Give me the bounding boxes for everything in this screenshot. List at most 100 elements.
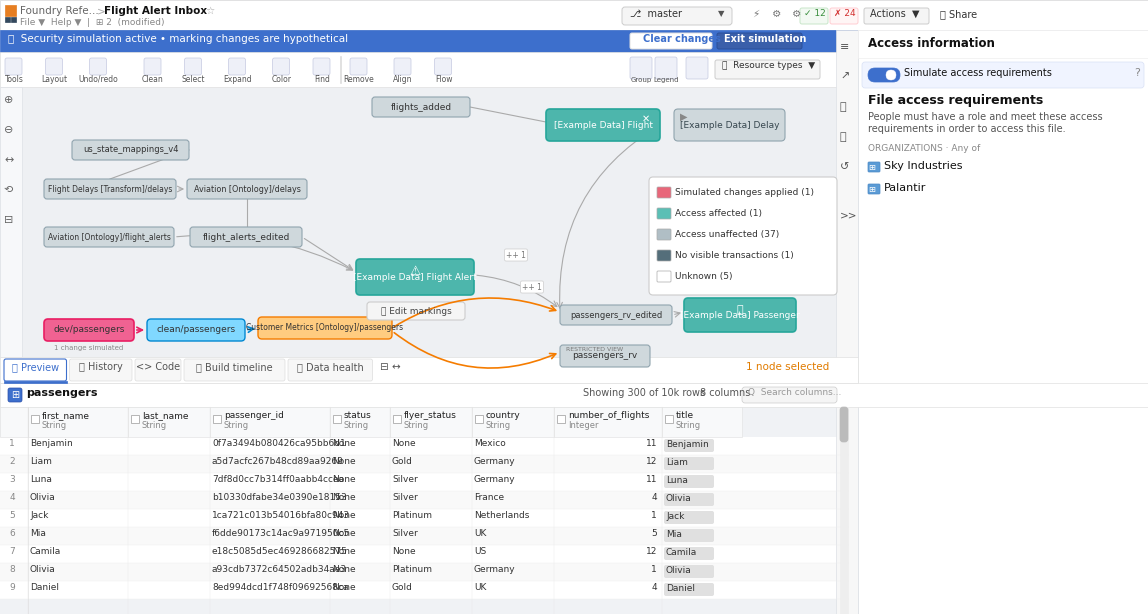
Bar	[0, 87, 22, 357]
Text: String: String	[42, 421, 67, 430]
Text: Germany: Germany	[474, 475, 515, 484]
Text: ⚙: ⚙	[792, 9, 801, 19]
Text: 6: 6	[9, 529, 15, 538]
FancyBboxPatch shape	[664, 565, 714, 578]
Text: File ▼  Help ▼  |  ⊞ 2  (modified): File ▼ Help ▼ | ⊞ 2 (modified)	[20, 18, 164, 27]
Bar	[11, 17, 16, 22]
FancyBboxPatch shape	[664, 457, 714, 470]
Text: France: France	[474, 493, 504, 502]
Text: Aviation [Ontology]/delays: Aviation [Ontology]/delays	[194, 184, 301, 193]
Text: passenger_id: passenger_id	[224, 411, 284, 420]
Text: String: String	[676, 421, 701, 430]
Text: ⚙: ⚙	[771, 9, 782, 19]
Text: 8ed994dcd1f748f09692568ca: 8ed994dcd1f748f09692568ca	[212, 583, 349, 592]
Bar	[662, 407, 742, 437]
Text: Luna: Luna	[666, 476, 688, 485]
Text: 1: 1	[9, 439, 15, 448]
Text: String: String	[142, 421, 168, 430]
FancyBboxPatch shape	[800, 8, 828, 24]
Bar	[329, 407, 390, 437]
Text: None: None	[332, 511, 356, 520]
FancyBboxPatch shape	[44, 179, 176, 199]
Bar	[858, 30, 1148, 58]
Text: [Example Data] Flight: [Example Data] Flight	[553, 120, 652, 130]
Text: ++ 1: ++ 1	[506, 251, 526, 260]
Text: Silver: Silver	[391, 475, 418, 484]
Text: Foundry Refe...: Foundry Refe...	[20, 6, 99, 16]
FancyBboxPatch shape	[664, 583, 714, 596]
Text: None: None	[391, 439, 416, 448]
Bar	[214, 415, 222, 423]
Text: status: status	[344, 411, 372, 420]
Text: None: None	[332, 529, 356, 538]
Text: ⊟ ↔: ⊟ ↔	[380, 362, 402, 372]
FancyBboxPatch shape	[656, 57, 677, 79]
FancyBboxPatch shape	[288, 359, 372, 381]
Text: Luna: Luna	[30, 475, 52, 484]
Bar	[840, 407, 848, 614]
Text: UK: UK	[474, 529, 487, 538]
FancyBboxPatch shape	[886, 70, 895, 80]
Text: ✓ 12: ✓ 12	[804, 9, 825, 18]
FancyBboxPatch shape	[664, 547, 714, 560]
Text: Simulated changes applied (1): Simulated changes applied (1)	[675, 188, 814, 197]
FancyBboxPatch shape	[664, 475, 714, 488]
Text: a93cdb7372c64502adb34ae3: a93cdb7372c64502adb34ae3	[212, 565, 347, 574]
FancyBboxPatch shape	[350, 58, 367, 75]
Bar	[390, 407, 472, 437]
Text: ⊟: ⊟	[3, 215, 14, 225]
Bar	[0, 383, 1148, 407]
Text: 5: 5	[9, 511, 15, 520]
Text: 9: 9	[9, 583, 15, 592]
FancyBboxPatch shape	[372, 97, 470, 117]
Text: Liam: Liam	[666, 458, 688, 467]
Text: f6dde90173c14ac9a971950c5: f6dde90173c14ac9a971950c5	[212, 529, 350, 538]
Text: People must have a role and meet these access: People must have a role and meet these a…	[868, 112, 1102, 122]
Text: ↗: ↗	[840, 72, 850, 82]
Text: us_state_mappings_v4: us_state_mappings_v4	[83, 146, 178, 155]
FancyBboxPatch shape	[44, 227, 174, 247]
Text: Actions  ▼: Actions ▼	[870, 9, 920, 19]
Bar	[0, 527, 848, 545]
Bar	[393, 415, 401, 423]
Text: clean/passengers: clean/passengers	[156, 325, 235, 335]
Text: Showing 300 of 10k rows: Showing 300 of 10k rows	[583, 388, 705, 398]
Text: ⚠: ⚠	[410, 265, 420, 278]
Text: 🗂  Resource types  ▼: 🗂 Resource types ▼	[722, 61, 815, 70]
FancyBboxPatch shape	[742, 387, 837, 403]
Text: ++ 1: ++ 1	[522, 282, 542, 292]
FancyBboxPatch shape	[44, 319, 134, 341]
Text: Simulate access requirements: Simulate access requirements	[903, 68, 1052, 78]
Bar	[472, 407, 554, 437]
Text: 1 node selected: 1 node selected	[746, 362, 829, 372]
Text: Sky Industries: Sky Industries	[884, 161, 962, 171]
Bar	[665, 415, 673, 423]
Text: Platinum: Platinum	[391, 565, 432, 574]
Text: flyer_status: flyer_status	[404, 411, 457, 420]
Text: <> Code: <> Code	[135, 362, 180, 372]
Text: 👤 Share: 👤 Share	[940, 9, 977, 19]
Text: Expand: Expand	[223, 75, 251, 84]
Bar	[0, 581, 848, 599]
FancyBboxPatch shape	[546, 109, 660, 141]
Text: Germany: Germany	[474, 565, 515, 574]
Text: number_of_flights: number_of_flights	[568, 411, 650, 420]
Bar	[554, 407, 662, 437]
Text: ✗ 24: ✗ 24	[833, 9, 855, 18]
Bar	[0, 357, 858, 383]
FancyBboxPatch shape	[72, 140, 189, 160]
Text: Netherlands: Netherlands	[474, 511, 529, 520]
Bar	[858, 30, 1148, 614]
Text: Align: Align	[394, 75, 413, 84]
Text: ▼: ▼	[718, 9, 724, 18]
Text: passengers_rv: passengers_rv	[573, 351, 637, 360]
Text: 8 columns: 8 columns	[700, 388, 751, 398]
Text: String: String	[344, 421, 370, 430]
FancyBboxPatch shape	[657, 229, 670, 240]
Bar	[0, 52, 858, 87]
Bar	[0, 87, 836, 357]
Text: Access unaffected (37): Access unaffected (37)	[675, 230, 779, 239]
Text: Color: Color	[271, 75, 292, 84]
FancyBboxPatch shape	[272, 58, 289, 75]
Text: 📅: 📅	[840, 102, 846, 112]
